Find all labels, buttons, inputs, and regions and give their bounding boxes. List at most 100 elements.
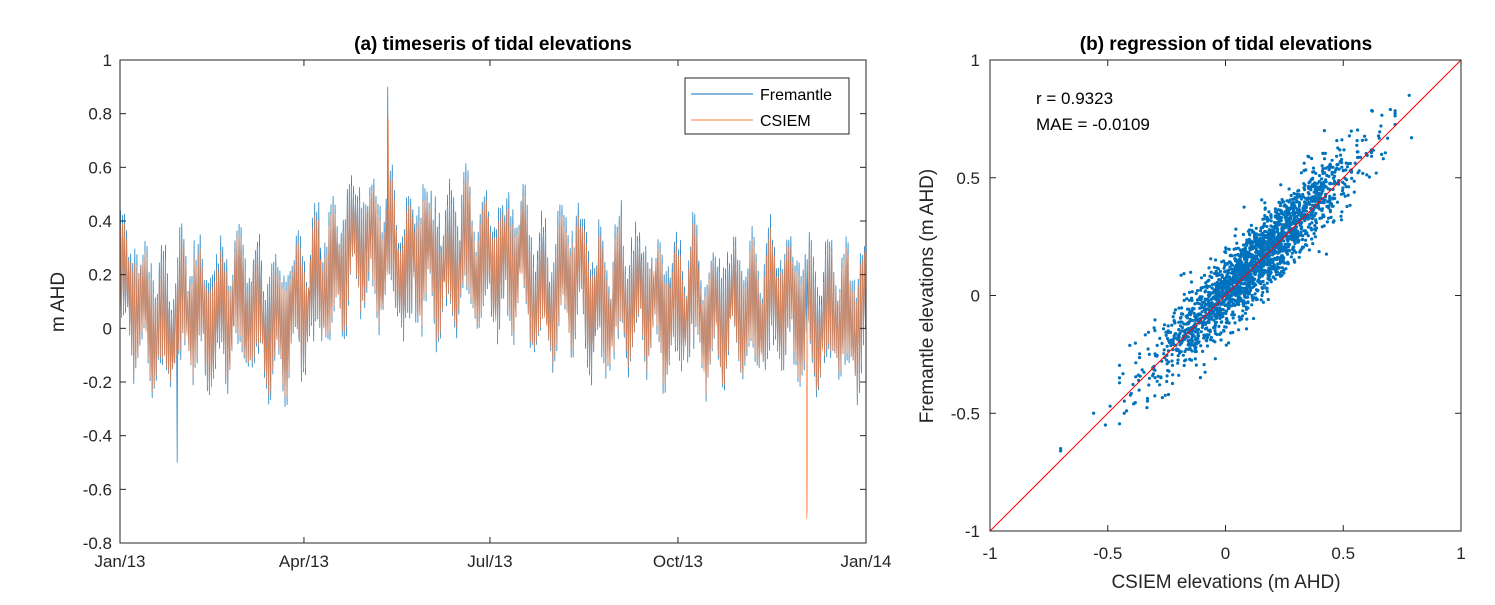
scatter-point (1273, 224, 1277, 228)
legend-box (684, 77, 850, 135)
scatter-point (1299, 171, 1303, 175)
scatter-point (1177, 328, 1181, 332)
scatter-point (1242, 243, 1246, 247)
scatter-point (1331, 176, 1335, 180)
scatter-point (1108, 404, 1112, 408)
scatter-point (1137, 356, 1142, 360)
scatter-point (1288, 212, 1292, 216)
scatter-point (1153, 376, 1157, 380)
scatter-point (1344, 168, 1348, 172)
scatter-point (1207, 294, 1211, 298)
scatter-point (1292, 258, 1296, 262)
scatter-point (1138, 352, 1142, 356)
scatter-point (1181, 353, 1185, 357)
scatter-point (1215, 332, 1219, 337)
scatter-point (1228, 265, 1232, 269)
scatter-point (1209, 257, 1213, 261)
scatter-point (1224, 246, 1228, 250)
scatter-point (1264, 246, 1268, 250)
scatter-point (1409, 136, 1414, 140)
scatter-point (1162, 352, 1166, 356)
scatter-point (1147, 383, 1151, 387)
scatter-point (1227, 293, 1231, 297)
scatter-point (1155, 379, 1159, 383)
scatter-point (1322, 129, 1327, 133)
scatter-point (1380, 113, 1384, 117)
scatter-point (1189, 270, 1193, 274)
scatter-point (1305, 203, 1309, 207)
scatter-point (1276, 231, 1280, 235)
x-tick-label: -1 (982, 544, 997, 563)
scatter-point (1193, 357, 1197, 361)
scatter-point (1256, 279, 1260, 283)
scatter-point (1193, 302, 1197, 306)
scatter-point (1223, 270, 1227, 274)
scatter-point (1309, 185, 1313, 189)
scatter-point (1215, 316, 1219, 320)
scatter-point (1176, 358, 1180, 362)
scatter-point (1278, 208, 1282, 212)
scatter-point (1210, 301, 1214, 305)
scatter-point (1177, 306, 1181, 310)
scatter-point (1267, 259, 1271, 263)
scatter-point (1299, 226, 1304, 230)
scatter-point (1092, 411, 1096, 415)
scatter-point (1203, 370, 1207, 374)
scatter-point (1299, 195, 1303, 199)
scatter-point (1317, 174, 1322, 178)
scatter-point (1202, 308, 1206, 312)
scatter-point (1219, 331, 1223, 335)
scatter-point (1218, 306, 1222, 310)
scatter-point (1198, 312, 1202, 316)
scatter-point (1270, 242, 1274, 246)
scatter-point (1234, 269, 1239, 273)
scatter-point (1321, 186, 1325, 190)
scatter-point (1202, 320, 1206, 324)
scatter-point (1303, 232, 1308, 236)
scatter-point (1290, 251, 1294, 255)
scatter-point (1272, 265, 1276, 269)
scatter-point (1220, 288, 1224, 292)
scatter-point (1357, 169, 1361, 173)
regression-x-label: CSIEM elevations (m AHD) (1111, 572, 1340, 593)
scatter-point (1325, 220, 1329, 224)
scatter-point (1146, 330, 1151, 334)
scatter-point (1320, 189, 1324, 193)
scatter-point (1222, 259, 1226, 263)
scatter-point (1283, 242, 1287, 246)
scatter-point (1147, 376, 1151, 380)
scatter-point (1250, 261, 1254, 265)
scatter-point (1178, 343, 1182, 347)
scatter-point (1210, 311, 1214, 316)
scatter-point (1197, 317, 1202, 321)
scatter-point (1260, 293, 1264, 298)
scatter-point (1173, 308, 1178, 312)
scatter-point (1330, 170, 1334, 174)
scatter-point (1219, 273, 1224, 277)
scatter-point (1179, 315, 1183, 319)
scatter-point (1140, 368, 1144, 372)
scatter-point (1345, 178, 1349, 182)
scatter-point (1189, 326, 1193, 330)
scatter-point (1258, 262, 1262, 266)
scatter-point (1196, 331, 1200, 335)
scatter-point (1122, 399, 1126, 403)
scatter-point (1294, 230, 1298, 234)
scatter-point (1364, 138, 1368, 142)
scatter-point (1224, 317, 1228, 321)
scatter-point (1279, 260, 1283, 264)
scatter-point (1293, 221, 1297, 226)
scatter-point (1259, 229, 1263, 233)
scatter-point (1190, 336, 1194, 341)
scatter-point (1249, 241, 1253, 245)
scatter-point (1269, 219, 1273, 223)
scatter-point (1291, 201, 1295, 205)
scatter-point (1218, 316, 1222, 320)
scatter-point (1305, 216, 1309, 220)
scatter-point (1211, 290, 1215, 295)
scatter-point (1273, 207, 1277, 211)
scatter-point (1378, 130, 1382, 134)
scatter-point (1207, 333, 1211, 337)
scatter-point (1312, 170, 1316, 174)
scatter-point (1277, 237, 1281, 241)
